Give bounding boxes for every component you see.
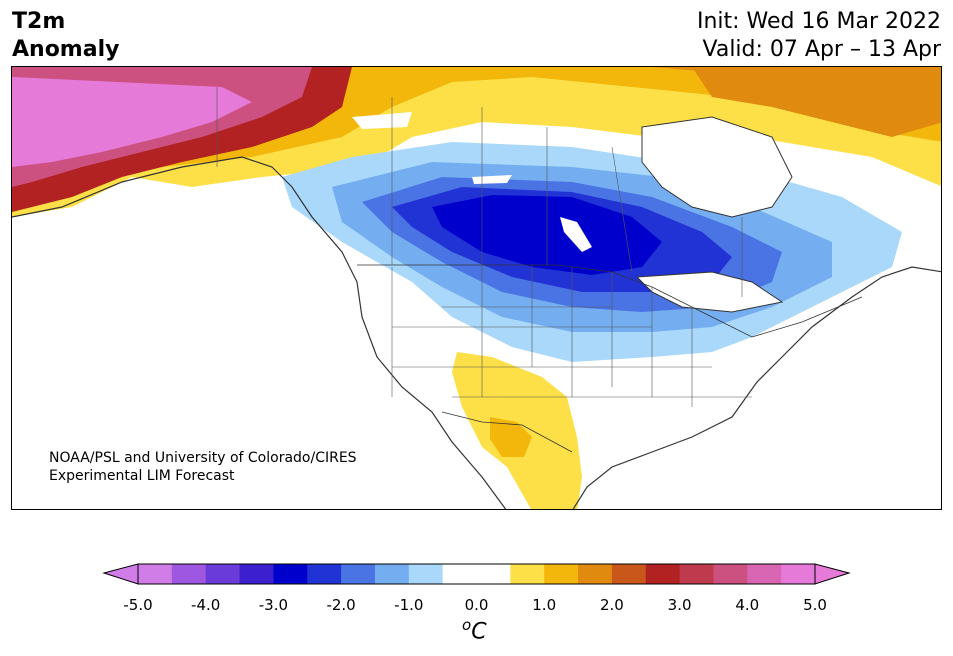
colorbar-tick-label: -1.0	[394, 596, 424, 614]
colorbar-min-arrow	[102, 563, 139, 585]
colorbar-tick-label: 0.0	[464, 596, 489, 614]
mexico-border	[441, 411, 573, 453]
colorbar-cell	[713, 564, 748, 584]
colorbar-cell	[544, 564, 579, 584]
colorbar-cell	[679, 564, 714, 584]
warm-gold-southwest	[490, 417, 532, 457]
colorbar-tick-label: 4.0	[735, 596, 760, 614]
chart-title: T2m Anomaly	[12, 8, 119, 64]
init-date: Init: Wed 16 Mar 2022	[696, 9, 941, 34]
date-info: Init: Wed 16 Mar 2022 Valid: 07 Apr – 13…	[697, 8, 941, 64]
colorbar-cell	[239, 564, 274, 584]
credit-line-2: Experimental LIM Forecast	[49, 468, 235, 484]
colorbar-tick-label: -5.0	[123, 596, 153, 614]
colorbar-cell	[273, 564, 308, 584]
colorbar-cell	[611, 564, 647, 584]
colorbar-cell	[408, 564, 444, 584]
colorbar-cell	[442, 564, 477, 584]
colorbar-cell	[645, 564, 681, 584]
colorbar-tick-label: 2.0	[599, 596, 624, 614]
colorbar-tick-label: 5.0	[803, 596, 827, 614]
unit-sup: o	[462, 616, 472, 634]
credit-text: NOAA/PSL and University of Colorado/CIRE…	[49, 449, 357, 485]
colorbar-max-arrow	[814, 563, 851, 585]
lake-winnipeg	[560, 217, 592, 252]
valid-date: Valid: 07 Apr – 13 Apr	[702, 37, 942, 62]
credit-line-1: NOAA/PSL and University of Colorado/CIRE…	[49, 450, 357, 466]
state-lines	[391, 265, 752, 407]
great-lakes	[635, 271, 784, 313]
colorbar-tick-label: -3.0	[258, 596, 289, 614]
colorbar-cell	[205, 564, 241, 584]
colorbar-cell	[307, 564, 342, 584]
colorbar-unit: oC	[462, 616, 487, 644]
colorbar-tick-label: -2.0	[326, 596, 356, 614]
colorbar-outline	[137, 563, 816, 585]
colorbar-cells	[138, 564, 816, 584]
warm-pink-alaska	[12, 77, 252, 167]
coastline	[12, 156, 941, 509]
title-line-1: T2m	[12, 9, 66, 34]
colorbar-cell	[476, 564, 511, 584]
anomaly-map	[11, 66, 942, 510]
colorbar-tick-label: -4.0	[191, 596, 221, 614]
warm-orange-greenland	[692, 67, 941, 137]
title-line-2: Anomaly	[12, 37, 120, 62]
colorbar	[102, 563, 851, 585]
colorbar-cell	[374, 564, 410, 584]
colorbar-tick-label: 1.0	[532, 596, 557, 614]
colorbar-cell	[747, 564, 782, 584]
map-svg	[12, 67, 941, 509]
unit-base: C	[471, 619, 487, 645]
colorbar-cell	[578, 564, 613, 584]
colorbar-cell	[781, 564, 816, 584]
great-slave-lake	[352, 112, 412, 129]
province-lines	[216, 87, 743, 297]
colorbar-cell	[138, 564, 173, 584]
colorbar-cell	[171, 564, 207, 584]
hudson-bay	[641, 116, 793, 218]
colorbar-tick-label: 3.0	[667, 596, 692, 614]
colorbar-cell	[510, 564, 545, 584]
colorbar-cell	[341, 564, 376, 584]
